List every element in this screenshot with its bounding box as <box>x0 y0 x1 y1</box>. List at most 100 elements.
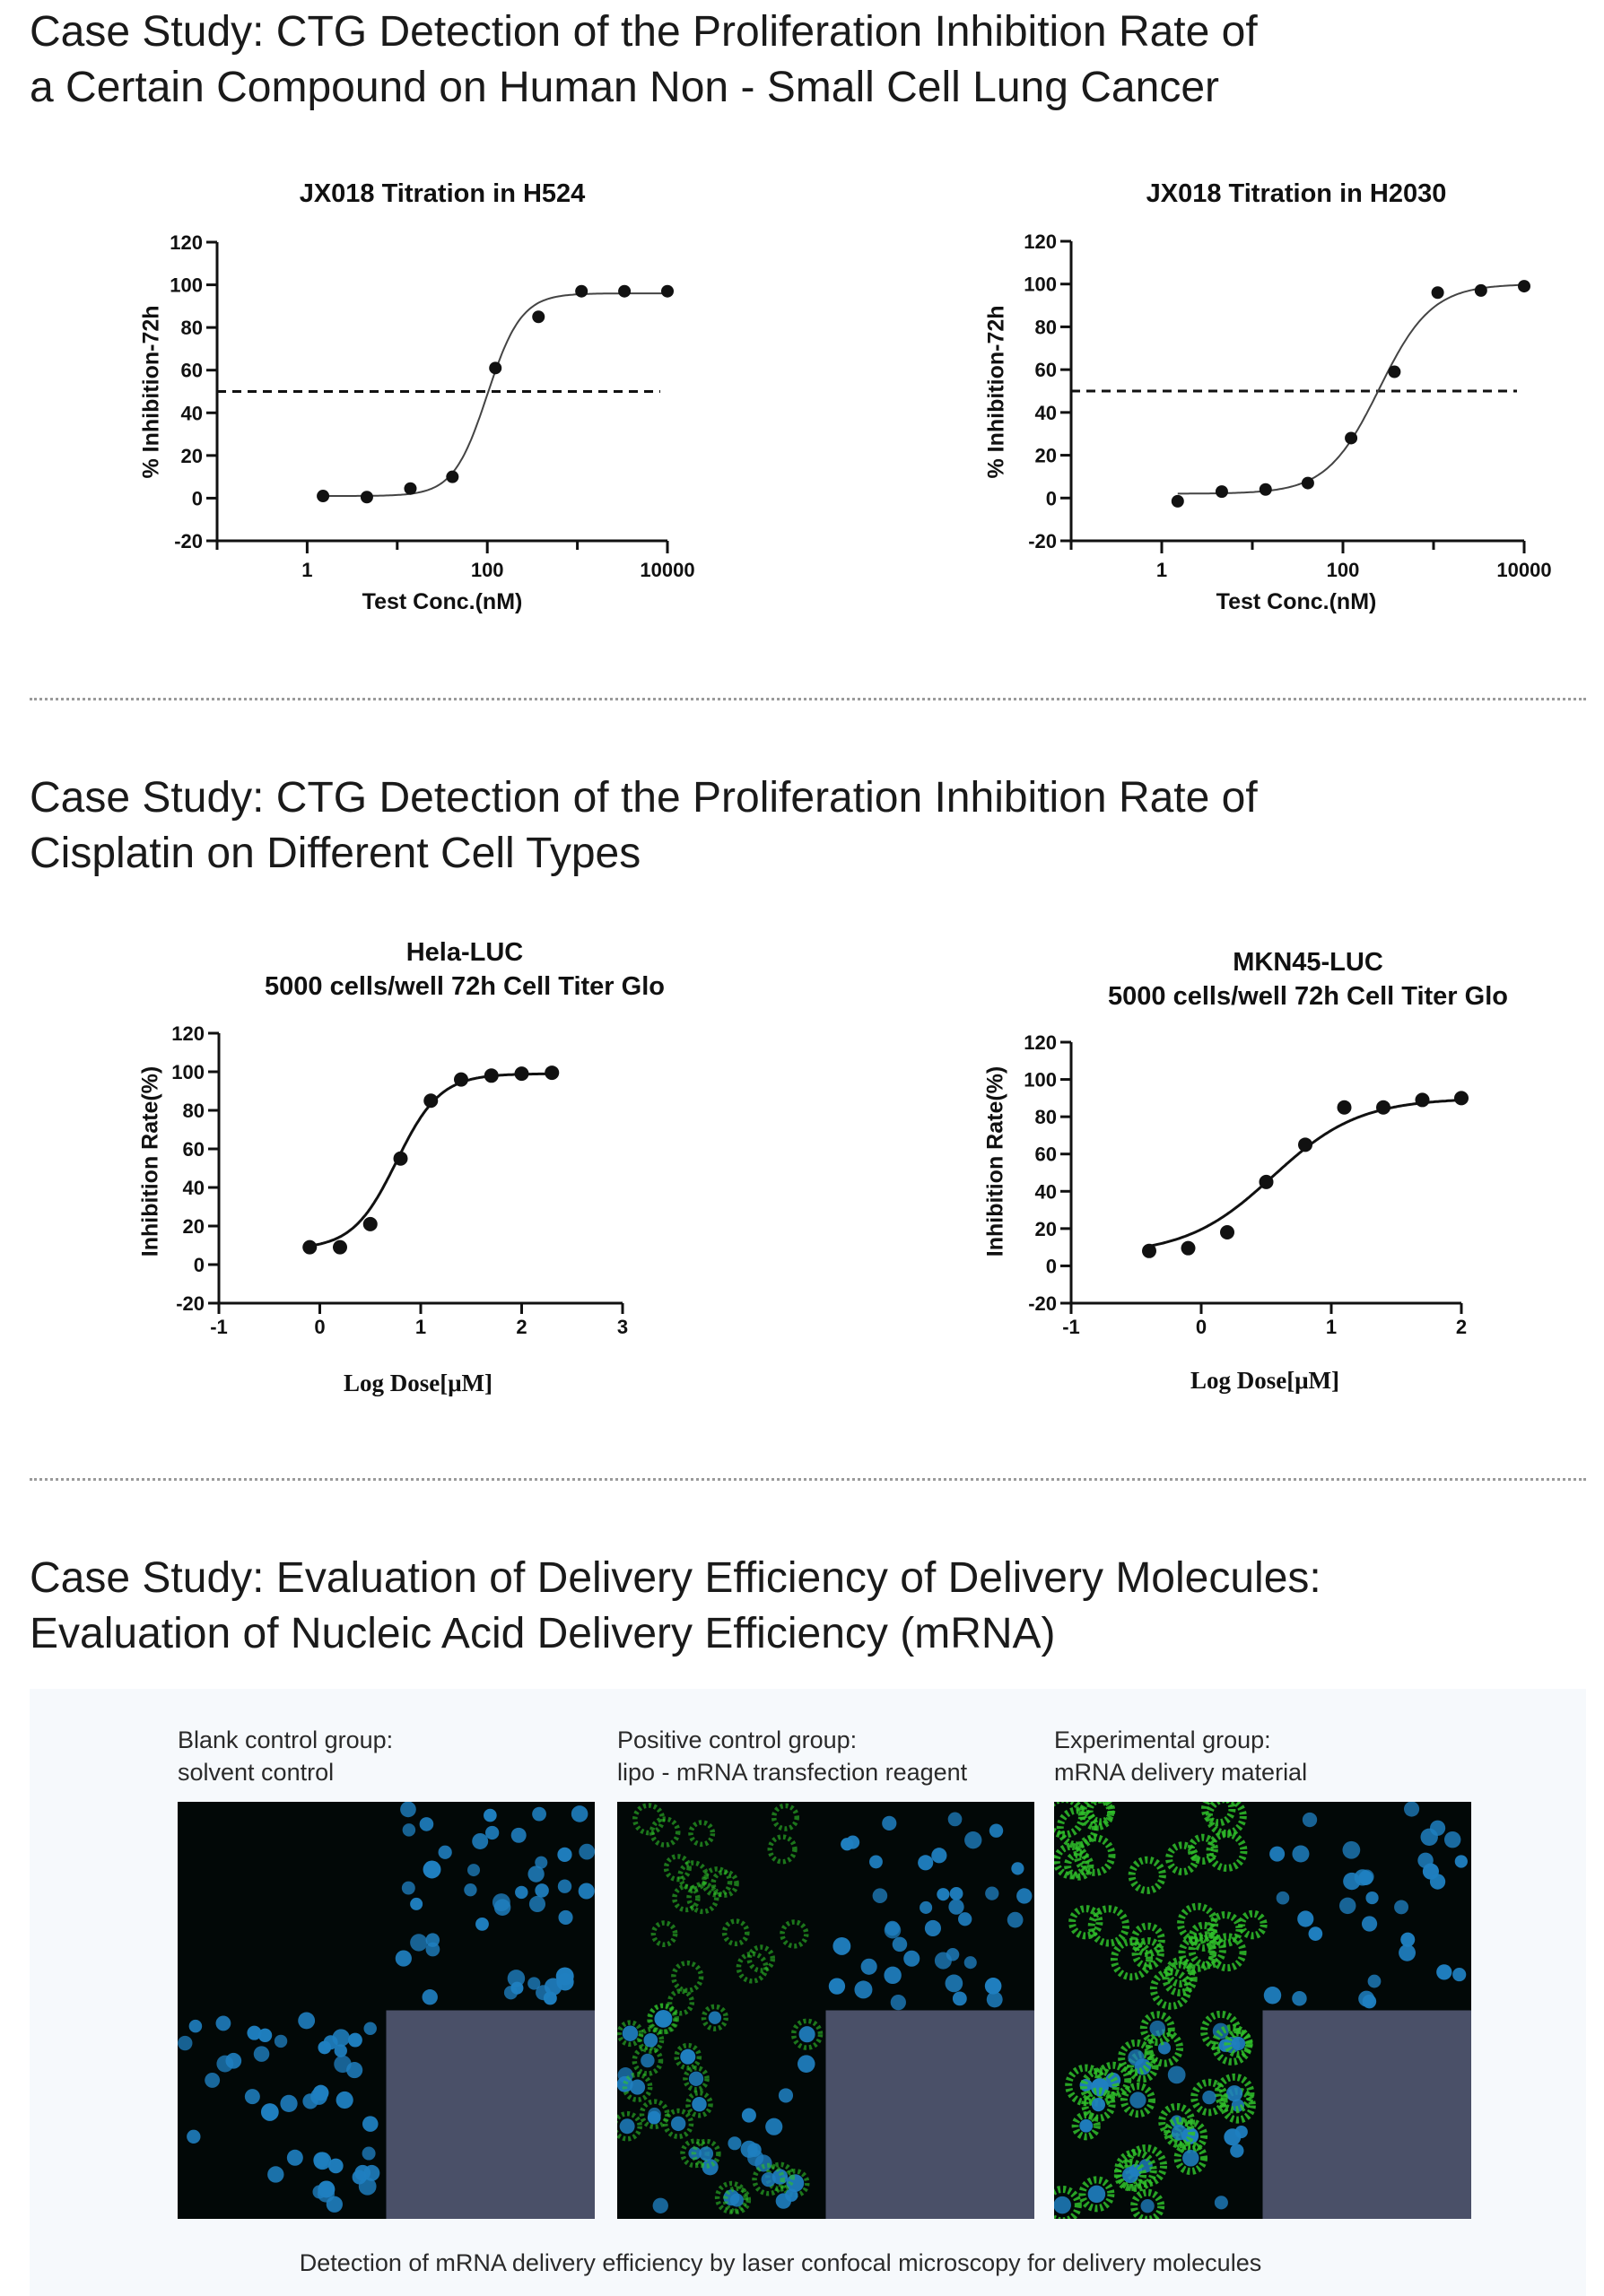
section-title-ctg-cisplatin: Case Study: CTG Detection of the Prolife… <box>30 770 1258 882</box>
nucleus <box>1182 2150 1199 2167</box>
nucleus <box>1276 1891 1290 1905</box>
mrna-signal <box>691 2138 721 2169</box>
fit-curve <box>1148 1099 1462 1248</box>
nucleus <box>740 2140 758 2158</box>
nucleus <box>1403 1802 1420 1817</box>
nucleus <box>622 2025 639 2041</box>
nucleus <box>1361 1916 1378 1932</box>
mrna-signal <box>1110 1937 1154 1981</box>
mrna-signal <box>1078 1802 1115 1831</box>
data-point <box>661 284 674 298</box>
mrna-signal <box>674 2042 702 2071</box>
nucleus <box>1140 2199 1155 2213</box>
nucleus <box>532 1806 546 1822</box>
quadrant-blue <box>1263 1802 1468 2009</box>
mrna-signal <box>1120 2082 1155 2118</box>
nucleus <box>708 2011 722 2024</box>
nucleus <box>544 1978 562 1996</box>
nucleus <box>244 2089 260 2105</box>
chart-1: -20 0 20 40 60 80 100 120 1 100 10000 <box>1024 230 1551 581</box>
nucleus <box>890 1994 906 2011</box>
title-line: Evaluation of Nucleic Acid Delivery Effi… <box>30 1610 1056 1657</box>
nucleus <box>555 1967 574 1986</box>
y-tick-label: 120 <box>170 231 203 254</box>
y-tick-label: -20 <box>1028 1292 1057 1315</box>
nucleus <box>1443 1831 1461 1848</box>
data-point <box>333 1239 347 1255</box>
nucleus <box>884 1966 902 1985</box>
data-point <box>1215 485 1228 499</box>
nucleus <box>648 2107 661 2121</box>
x-tick-label: 10000 <box>1496 559 1551 581</box>
mrna-signal <box>780 1919 809 1949</box>
chart-subtitle: 5000 cells/well 72h Cell Titer Glo <box>1108 982 1508 1011</box>
y-tick-label: 80 <box>1035 316 1057 338</box>
nucleus <box>947 1812 963 1827</box>
nucleus <box>267 2166 284 2183</box>
nucleus <box>401 1881 415 1895</box>
nucleus <box>1417 1852 1434 1869</box>
mrna-signal <box>632 2045 664 2076</box>
y-tick-label: 80 <box>183 1100 205 1122</box>
nucleus <box>778 2088 794 2103</box>
nucleus <box>937 1888 950 1901</box>
nucleus <box>464 1883 477 1897</box>
nucleus <box>1400 1932 1416 1947</box>
nucleus <box>1394 1900 1409 1915</box>
y-tick-label: 100 <box>171 1061 205 1083</box>
nucleus <box>485 1825 500 1840</box>
nucleus <box>945 1974 963 1993</box>
nucleus <box>1231 2036 1246 2051</box>
nucleus <box>247 2025 262 2040</box>
nucleus <box>543 1991 557 2005</box>
nucleus <box>422 1989 438 2005</box>
nucleus <box>1308 1926 1323 1941</box>
nucleus <box>985 1886 999 1900</box>
x-tick-label: -1 <box>1062 1316 1080 1338</box>
mrna-signal <box>1078 2176 1115 2213</box>
group-label-line: mRNA delivery material <box>1054 1759 1308 1786</box>
nucleus <box>225 2052 242 2069</box>
y-tick-label: 0 <box>192 487 203 509</box>
nucleus <box>920 1900 933 1914</box>
mrna-signal <box>752 2162 786 2196</box>
nucleus <box>1338 1897 1356 1915</box>
nucleus <box>984 1977 1002 1995</box>
mrna-signal <box>1145 2029 1184 2067</box>
data-point <box>1259 483 1272 496</box>
nucleus <box>963 1956 977 1970</box>
nucleus <box>438 1845 452 1859</box>
mrna-signal <box>1073 1834 1116 1876</box>
data-point <box>484 1068 499 1083</box>
y-tick-label: 120 <box>1024 230 1057 253</box>
nucleus <box>178 2035 193 2051</box>
fit-curve <box>323 292 667 497</box>
nucleus <box>1367 1974 1382 1988</box>
nucleus <box>1269 1846 1286 1862</box>
quadrant-blue <box>395 1802 595 2005</box>
data-point <box>532 310 545 324</box>
mrna-signal <box>617 2110 642 2142</box>
nucleus <box>402 1823 416 1837</box>
group-label-positive: Positive control group: lipo - mRNA tran… <box>617 1724 967 1788</box>
chart-title: Hela-LUC 5000 cells/well 72h Cell Titer … <box>265 935 665 1004</box>
data-point <box>1181 1240 1196 1256</box>
nucleus <box>1436 1964 1452 1980</box>
x-tick-label: 0 <box>314 1316 325 1338</box>
nucleus <box>1214 2196 1228 2210</box>
mrna-signal <box>1164 1957 1196 1987</box>
nucleus <box>557 1847 572 1863</box>
nucleus <box>924 1919 942 1937</box>
nucleus <box>630 2079 646 2095</box>
data-point <box>1142 1243 1156 1258</box>
nucleus <box>948 1899 964 1915</box>
nucleus <box>326 2196 343 2213</box>
nucleus <box>423 1860 441 1879</box>
title-line: Cisplatin on Different Cell Types <box>30 830 641 877</box>
nucleus <box>558 1909 573 1926</box>
x-tick-label: 1 <box>1326 1316 1337 1338</box>
data-point <box>575 284 588 298</box>
nucleus <box>535 1883 549 1898</box>
nucleus <box>1365 1891 1379 1905</box>
y-tick-label: 0 <box>194 1254 205 1276</box>
